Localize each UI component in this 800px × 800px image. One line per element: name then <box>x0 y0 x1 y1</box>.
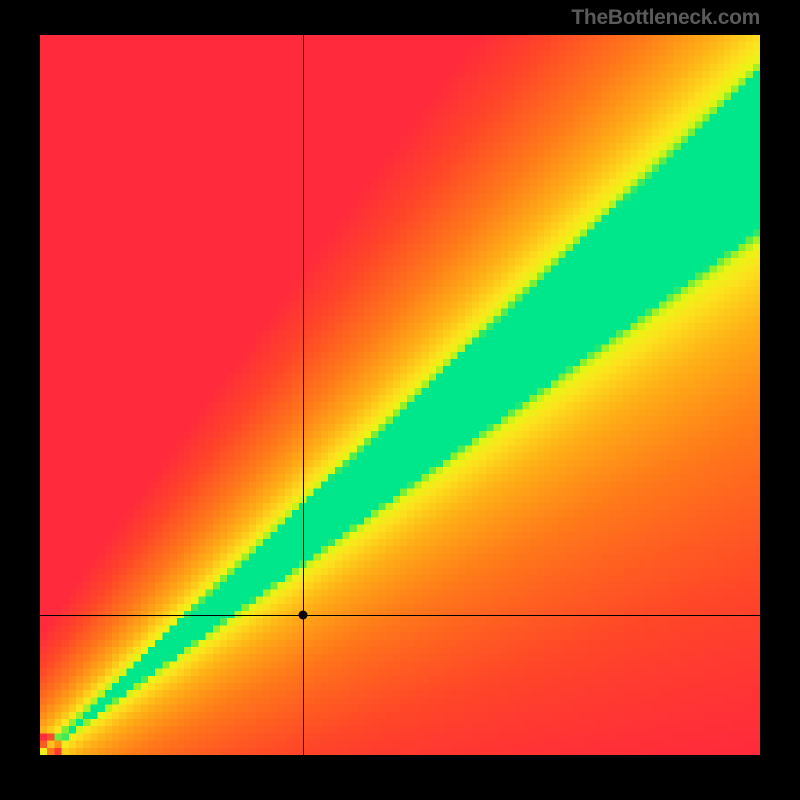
crosshair-horizontal <box>40 615 760 616</box>
heatmap-canvas <box>40 35 760 755</box>
watermark-text: TheBottleneck.com <box>571 6 760 30</box>
heatmap-plot-area <box>40 35 760 755</box>
marker-dot <box>298 610 307 619</box>
crosshair-vertical <box>303 35 304 755</box>
